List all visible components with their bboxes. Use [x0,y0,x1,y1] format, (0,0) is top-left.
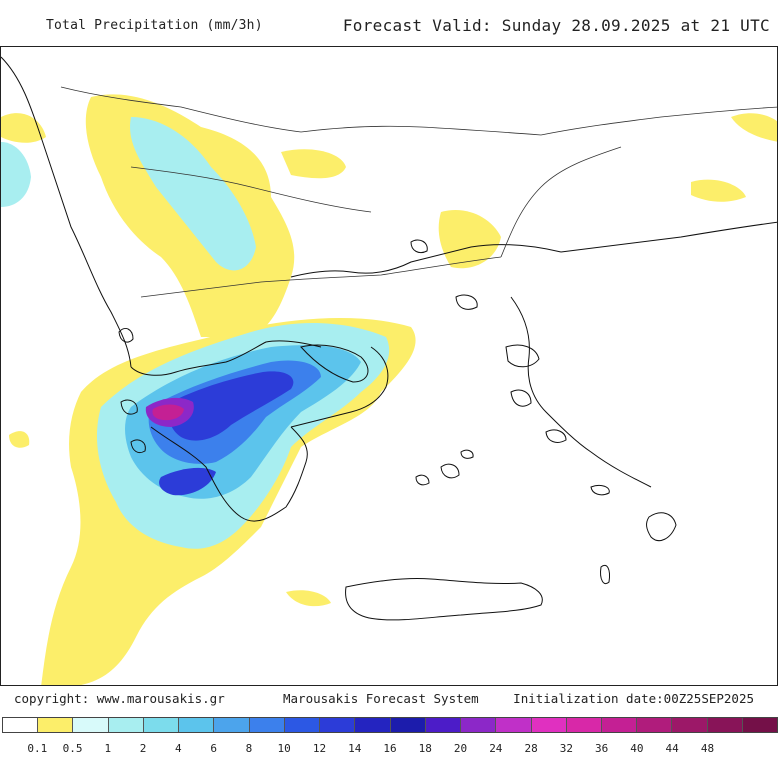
legend-label: 20 [453,742,468,755]
precipitation-map [0,46,778,686]
coastlines [1,56,777,621]
legend-swatch [73,718,109,732]
coast-kefalonia [120,399,138,415]
legend-swatch [3,718,39,732]
legend-label: 48 [700,742,715,755]
legend-label: 10 [277,742,291,755]
coast-peloponnese [150,426,308,522]
precip-deepblue [168,371,294,441]
legend-label: 12 [312,742,327,755]
precip-yellow-nw [1,113,46,143]
legend-label: 44 [665,742,679,755]
coast-zakynthos [130,439,146,454]
legend-label: 8 [245,742,253,755]
coast-karpathos [600,564,610,585]
border-bulgaria-turkey [500,146,622,258]
coast-lesvos [505,344,540,368]
legend-swatch [637,718,673,732]
precip-yellow-north [281,149,346,179]
legend-swatch [742,718,778,732]
legend-swatch [496,718,532,732]
legend-label: 1 [104,742,112,755]
legend-swatch [425,718,462,732]
coast-greece-west [130,340,322,376]
legend-label: 14 [348,742,362,755]
coast-cyclades-paros [415,474,430,486]
legend-swatch [531,718,567,732]
legend-label: 0.1 [27,742,48,755]
precip-yellow-east [691,179,746,202]
precipitation-fields [1,94,777,685]
legend-label: 0.5 [62,742,83,755]
init-date-label: Initialization date:00Z25SEP2025 [513,691,754,706]
precip-yellow-south-small [286,590,331,607]
border-north-1 [300,125,542,136]
legend-label: 24 [489,742,503,755]
coast-euboea [300,344,369,383]
legend-swatch [707,718,743,732]
border-balkans-2 [130,166,372,213]
coast-cyclades-naxos [440,463,460,479]
legend-label: 6 [210,742,217,755]
precip-yellow-thrace [438,209,501,269]
coast-north-aegean [290,244,562,278]
legend-swatch [355,718,391,732]
legend-label: 16 [383,742,397,755]
legend-label: 18 [418,742,432,755]
precip-yellow-west-small [9,431,30,448]
legend-color-bar [2,717,778,733]
legend-swatch [179,718,215,732]
legend-label: 28 [524,742,538,755]
legend-swatch [601,718,638,732]
system-label: Marousakis Forecast System [283,691,479,706]
coast-attica [290,346,389,428]
border-north-2 [540,106,777,136]
legend-swatch [249,718,285,732]
coast-adriatic [1,56,132,368]
copyright-label: copyright: www.marousakis.gr [14,691,225,706]
precip-cyan-west [1,142,31,207]
legend-swatch [390,718,426,732]
legend-swatch [320,718,356,732]
color-legend: 0.1 0.5 1 2 4 6 8 10 12 14 16 18 20 24 28 32 36 40 44 48 [0,714,780,780]
chart-title: Total Precipitation (mm/3h) [46,18,263,33]
legend-label: 2 [139,742,147,755]
legend-label: 32 [559,742,573,755]
precip-cyan-balkans [130,117,256,271]
legend-swatch [284,718,321,732]
legend-swatch [214,718,250,732]
legend-swatch [143,718,180,732]
legend-swatch [672,718,708,732]
coast-crete [345,578,543,621]
coast-thasos [410,239,428,254]
legend-swatch [566,718,602,732]
legend-swatch [108,718,144,732]
coast-chios [510,389,532,407]
coast-limnos [455,294,478,310]
coast-turkey-west [510,296,652,488]
coast-corfu [118,328,134,343]
chart-header: Total Precipitation (mm/3h) Forecast Val… [0,0,780,46]
legend-label: 40 [630,742,644,755]
legend-label: 36 [595,742,609,755]
coast-turkey-north [560,221,777,253]
legend-swatch [38,718,74,732]
coast-dodecanese-kos [590,484,610,496]
legend-labels: 0.1 0.5 1 2 4 6 8 10 12 14 16 18 20 24 28 32 36 40 44 48 [0,742,780,758]
border-balkans-1 [60,86,302,133]
legend-label: 4 [175,742,182,755]
map-footer: copyright: www.marousakis.gr Marousakis … [0,688,780,712]
precip-yellow-ne [731,113,777,142]
border-greece-north [140,256,502,298]
precip-deepblue-south [159,467,216,496]
coast-cyclades-mykonos [460,449,474,459]
coast-rhodes [646,512,677,541]
country-borders [60,86,777,298]
forecast-valid-label: Forecast Valid: Sunday 28.09.2025 at 21 … [342,16,770,35]
map-canvas [1,56,777,685]
precip-magenta-core [152,404,184,421]
coast-samos [545,429,567,443]
legend-swatch [461,718,497,732]
